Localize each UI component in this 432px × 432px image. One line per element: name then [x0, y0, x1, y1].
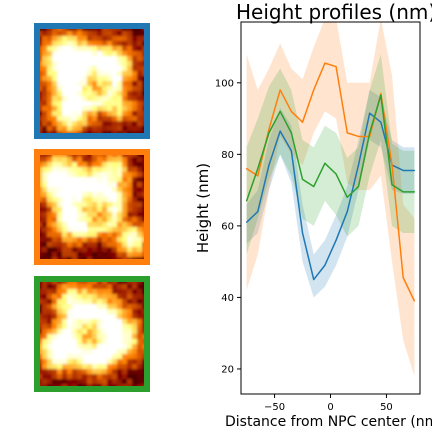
data-point — [257, 210, 259, 213]
data-point — [357, 135, 360, 138]
data-point — [380, 92, 382, 95]
confidence-band-1 — [246, 89, 415, 298]
y-axis-label: Height (nm) — [194, 163, 212, 253]
data-point — [413, 169, 416, 172]
data-point — [268, 164, 270, 166]
y-tick-label: 80 — [221, 150, 234, 161]
series-line-3 — [245, 94, 415, 202]
data-point — [257, 175, 259, 177]
y-tick-label: 40 — [221, 293, 234, 304]
data-point — [413, 191, 416, 193]
data-point — [357, 164, 360, 166]
series-line-2 — [246, 62, 416, 302]
data-point — [279, 89, 281, 91]
data-point — [301, 232, 304, 234]
data-point — [245, 200, 248, 202]
thumbnail-frame-1 — [34, 23, 150, 139]
y-tick-label: 60 — [221, 221, 234, 232]
data-point — [369, 112, 371, 114]
thumbnail-images — [34, 23, 150, 392]
data-point — [391, 184, 393, 186]
y-tick-label: 100 — [215, 78, 234, 89]
data-point — [324, 264, 326, 266]
data-point — [268, 132, 270, 134]
x-tick-label: 50 — [380, 402, 393, 413]
thumbnail-1 — [34, 23, 150, 139]
data-point — [335, 173, 337, 175]
data-point — [324, 162, 326, 164]
data-point — [335, 239, 337, 241]
data-point — [245, 168, 248, 170]
data-point — [346, 210, 348, 213]
y-tick-label: 20 — [221, 364, 234, 375]
confidence-band-3 — [246, 54, 415, 255]
data-point — [335, 66, 337, 68]
data-point — [402, 277, 404, 279]
data-point — [279, 130, 281, 132]
confidence-band-2 — [246, 22, 415, 377]
thumbnail-frame-3 — [34, 276, 150, 392]
thumbnail-frame-2 — [34, 149, 150, 265]
data-point — [301, 178, 304, 180]
x-axis-ticks: −50 0 50 — [264, 394, 393, 413]
thumbnail-2 — [34, 149, 150, 265]
data-point — [357, 185, 360, 188]
confidence-bands — [246, 22, 415, 377]
data-point — [245, 221, 248, 223]
data-point — [313, 89, 315, 91]
y-axis-ticks: 20 40 60 80 100 — [215, 78, 241, 375]
data-point — [391, 164, 393, 166]
data-point — [290, 150, 292, 152]
series-lines — [245, 62, 416, 302]
chart-title: Height profiles (nm) — [236, 0, 432, 24]
height-profiles-chart: −50 0 50 20 40 60 80 100 — [215, 21, 421, 413]
data-point — [290, 110, 292, 113]
x-tick-label: −50 — [264, 402, 285, 413]
data-point — [313, 185, 315, 188]
data-point — [268, 128, 270, 130]
data-point — [369, 132, 371, 134]
data-point — [257, 168, 259, 170]
data-point — [380, 94, 382, 96]
data-point — [313, 278, 315, 281]
data-point — [279, 110, 281, 113]
data-point — [402, 169, 404, 172]
data-point — [380, 121, 382, 123]
x-tick-label: 0 — [327, 402, 333, 413]
x-axis-label: Distance from NPC center (nm) — [225, 414, 432, 430]
data-point — [290, 132, 292, 134]
data-point — [301, 121, 304, 123]
data-point — [346, 196, 348, 198]
data-point — [346, 132, 348, 134]
thumbnail-3 — [34, 276, 150, 392]
data-point — [402, 191, 404, 193]
data-point — [413, 300, 416, 302]
data-point — [324, 62, 326, 64]
